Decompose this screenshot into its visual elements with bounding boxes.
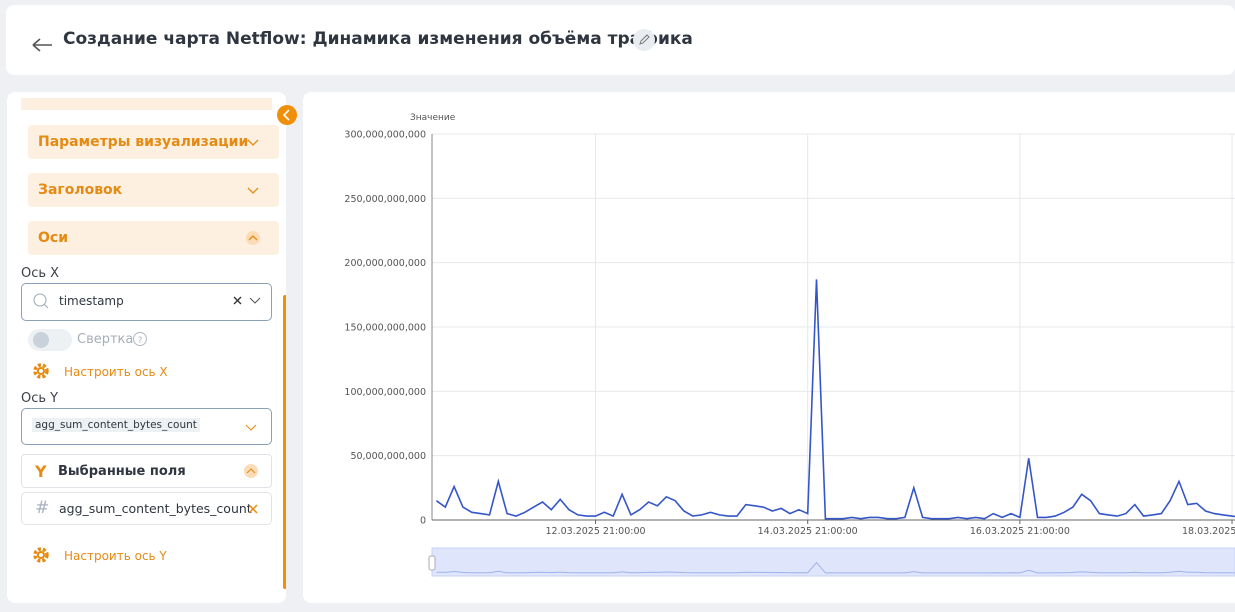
y-tick-label: 50,000,000,000 (350, 451, 426, 462)
minimap-handle (428, 555, 436, 571)
page-title: Создание чарта Netflow: Динамика изменен… (63, 29, 693, 49)
accordion-title: Заголовок (38, 182, 123, 198)
back-button[interactable] (30, 35, 60, 55)
y-field-select[interactable]: agg_sum_content_bytes_count (21, 408, 272, 445)
hash-icon: # (35, 498, 50, 518)
x-axis-label: Ось X (21, 266, 60, 281)
selected-field-name: agg_sum_content_bytes_count (59, 501, 252, 516)
y-tick-label: 300,000,000,000 (344, 130, 426, 141)
collapse-button[interactable] (276, 104, 298, 126)
chart-panel: Значение 0 50,000,000,000 100,000,000,000 15… (303, 92, 1235, 603)
scrollbar[interactable] (283, 295, 286, 589)
selected-title: Выбранные поля (58, 464, 186, 479)
y-tick-label: 100,000,000,000 (344, 387, 426, 398)
select-icons (33, 293, 261, 309)
edit-button[interactable] (633, 29, 655, 51)
y-tick-label: 200,000,000,000 (344, 258, 426, 269)
configure-y[interactable]: Настроить ось Y (64, 549, 167, 563)
header: Создание чарта Netflow: Динамика изменен… (6, 5, 1235, 75)
accordion[interactable]: Оси (28, 221, 279, 255)
x-field-select[interactable]: timestamp (21, 283, 272, 321)
accordion[interactable]: Параметры визуализации (28, 125, 279, 159)
accordion-edge (21, 98, 272, 110)
help-icon[interactable]: ? (132, 331, 148, 347)
toggle[interactable] (27, 328, 77, 354)
gear-icon (33, 547, 49, 563)
y-axis-label: Ось Y (21, 391, 59, 406)
y-tick-label: 0 (420, 516, 426, 527)
y-field-chip: agg_sum_content_bytes_count (32, 418, 200, 432)
selected-icons: Y (34, 462, 258, 481)
x-field: timestamp (59, 294, 124, 308)
accordion-title: Оси (38, 230, 69, 246)
gear-icon (33, 363, 49, 379)
x-tick-label: 18.03.2025 21:00:00 (1182, 526, 1235, 537)
accordion[interactable]: Заголовок (28, 173, 279, 207)
y-axis-title: Значение (410, 113, 456, 123)
x-tick-label: 12.03.2025 21:00:00 (545, 526, 645, 537)
data-line (435, 279, 1235, 520)
svg-text:Y: Y (34, 462, 47, 481)
svg-text:?: ? (138, 336, 143, 346)
selected-fields[interactable]: Выбранные поля (21, 454, 272, 488)
y-tick-label: 150,000,000,000 (344, 323, 426, 334)
accordion-title: Параметры визуализации (38, 134, 249, 150)
minimap-line (436, 561, 1235, 574)
remove-field[interactable] (247, 503, 259, 515)
chart: Значение 0 50,000,000,000 100,000,000,000 15… (344, 113, 1235, 577)
y-tick-label: 250,000,000,000 (344, 194, 426, 205)
chevron (245, 424, 257, 431)
chevrons (246, 139, 260, 245)
x-tick-label: 14.03.2025 21:00:00 (758, 526, 858, 537)
x-tick-label: 16.03.2025 21:00:00 (970, 526, 1070, 537)
sidebar: Параметры визуализации Заголовок Оси Ось… (7, 92, 286, 603)
configure-x[interactable]: Настроить ось X (64, 365, 168, 379)
selected-field: # agg_sum_content_bytes_count (21, 492, 272, 525)
toggle-label: Свертка (77, 332, 134, 347)
minimap (431, 547, 1235, 577)
